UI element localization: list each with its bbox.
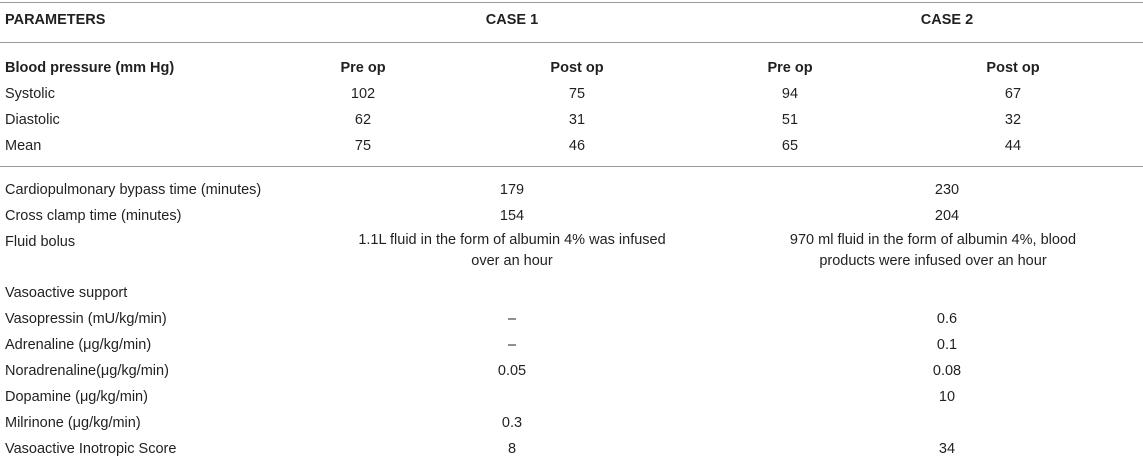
case1-post-op-value: 46 xyxy=(568,138,586,154)
case2-value: 34 xyxy=(938,441,956,457)
row-label: Mean xyxy=(5,138,42,154)
case2-pre-op-value: 94 xyxy=(781,86,799,102)
case2-post-op-header: Post op xyxy=(986,60,1040,76)
header-case-2: CASE 2 xyxy=(920,12,974,28)
row-label: Vasoactive Inotropic Score xyxy=(5,441,177,457)
case1-value: – xyxy=(507,311,517,327)
case1-value: 0.05 xyxy=(497,363,527,379)
case1-value: 154 xyxy=(499,208,525,224)
case1-post-op-header: Post op xyxy=(550,60,604,76)
row-label: Noradrenaline(μg/kg/min) xyxy=(5,363,169,379)
case2-pre-op-header: Pre op xyxy=(767,60,813,76)
case2-pre-op-value: 51 xyxy=(781,112,799,128)
case2-post-op-value: 32 xyxy=(1004,112,1022,128)
case2-value: 0.6 xyxy=(936,311,958,327)
case1-value: 1.1L fluid in the form of albumin 4% was… xyxy=(358,232,666,269)
bp-label: Blood pressure (mm Hg) xyxy=(5,60,175,76)
case2-value: 230 xyxy=(934,182,960,198)
row-label: Dopamine (μg/kg/min) xyxy=(5,389,148,405)
header-rule xyxy=(0,42,1143,43)
section-rule xyxy=(0,166,1143,167)
case2-value: 970 ml fluid in the form of albumin 4%, … xyxy=(789,232,1077,269)
header-parameters: PARAMETERS xyxy=(5,12,106,28)
row-label: Systolic xyxy=(5,86,55,102)
case1-value: 8 xyxy=(507,441,517,457)
row-label: Adrenaline (μg/kg/min) xyxy=(5,337,152,353)
row-label: Fluid bolus xyxy=(5,234,76,250)
case2-value: 10 xyxy=(938,389,956,405)
row-label: Diastolic xyxy=(5,112,60,128)
case1-value: 179 xyxy=(499,182,525,198)
case2-post-op-value: 67 xyxy=(1004,86,1022,102)
case1-value: 0.3 xyxy=(501,415,523,431)
case1-value: – xyxy=(507,337,517,353)
case1-post-op-value: 75 xyxy=(568,86,586,102)
case1-post-op-value: 31 xyxy=(568,112,586,128)
header-case-1: CASE 1 xyxy=(485,12,539,28)
case1-pre-op-value: 62 xyxy=(354,112,372,128)
case2-pre-op-value: 65 xyxy=(781,138,799,154)
row-label: Vasoactive support xyxy=(5,285,128,301)
case1-pre-op-value: 102 xyxy=(350,86,376,102)
row-label: Vasopressin (mU/kg/min) xyxy=(5,311,167,327)
case2-value: 0.08 xyxy=(932,363,962,379)
row-label: Milrinone (μg/kg/min) xyxy=(5,415,141,431)
case2-value: 0.1 xyxy=(936,337,958,353)
row-label: Cardiopulmonary bypass time (minutes) xyxy=(5,182,262,198)
top-rule xyxy=(0,2,1143,3)
case2-post-op-value: 44 xyxy=(1004,138,1022,154)
row-label: Cross clamp time (minutes) xyxy=(5,208,182,224)
case1-pre-op-value: 75 xyxy=(354,138,372,154)
case2-value: 204 xyxy=(934,208,960,224)
case1-pre-op-header: Pre op xyxy=(340,60,386,76)
